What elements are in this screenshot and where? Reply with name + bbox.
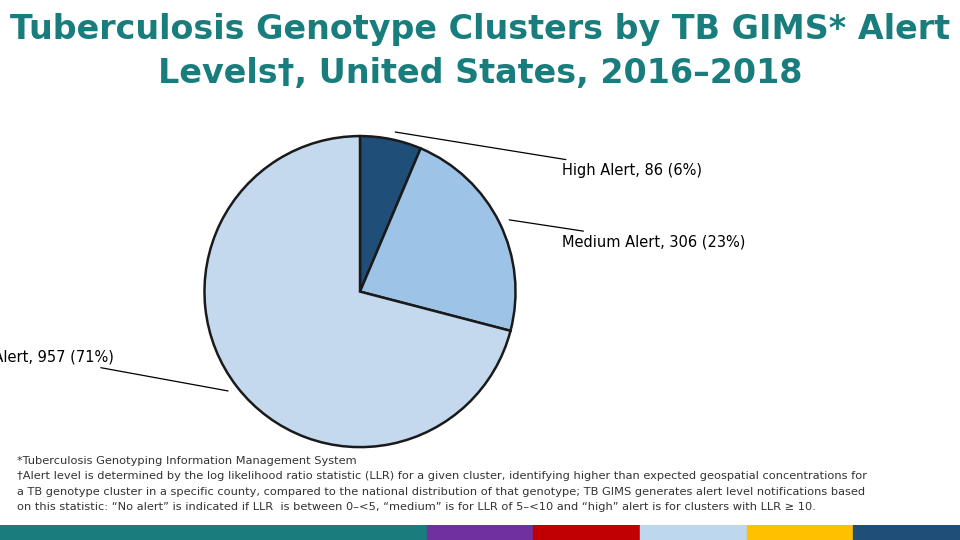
Text: *Tuberculosis Genotyping Information Management System: *Tuberculosis Genotyping Information Man… xyxy=(17,456,357,467)
Text: High Alert, 86 (6%): High Alert, 86 (6%) xyxy=(396,132,702,178)
Bar xyxy=(320,525,426,540)
Text: No Alert, 957 (71%): No Alert, 957 (71%) xyxy=(0,349,228,391)
Wedge shape xyxy=(360,136,420,292)
Bar xyxy=(0,525,107,540)
Bar xyxy=(426,525,534,540)
Text: †Alert level is determined by the log likelihood ratio statistic (LLR) for a giv: †Alert level is determined by the log li… xyxy=(17,471,867,482)
Text: Tuberculosis Genotype Clusters by TB GIMS* Alert: Tuberculosis Genotype Clusters by TB GIM… xyxy=(10,14,950,46)
Bar xyxy=(853,525,960,540)
Bar xyxy=(747,525,853,540)
Bar xyxy=(213,525,320,540)
Bar xyxy=(107,525,213,540)
Wedge shape xyxy=(360,148,516,331)
Bar xyxy=(640,525,747,540)
Text: Medium Alert, 306 (23%): Medium Alert, 306 (23%) xyxy=(509,220,746,249)
Wedge shape xyxy=(204,136,511,447)
Bar xyxy=(534,525,640,540)
Text: on this statistic: “No alert” is indicated if LLR  is between 0–<5, “medium” is : on this statistic: “No alert” is indicat… xyxy=(17,502,816,512)
Text: a TB genotype cluster in a specific county, compared to the national distributio: a TB genotype cluster in a specific coun… xyxy=(17,487,865,497)
Text: Levels†, United States, 2016–2018: Levels†, United States, 2016–2018 xyxy=(157,57,803,90)
